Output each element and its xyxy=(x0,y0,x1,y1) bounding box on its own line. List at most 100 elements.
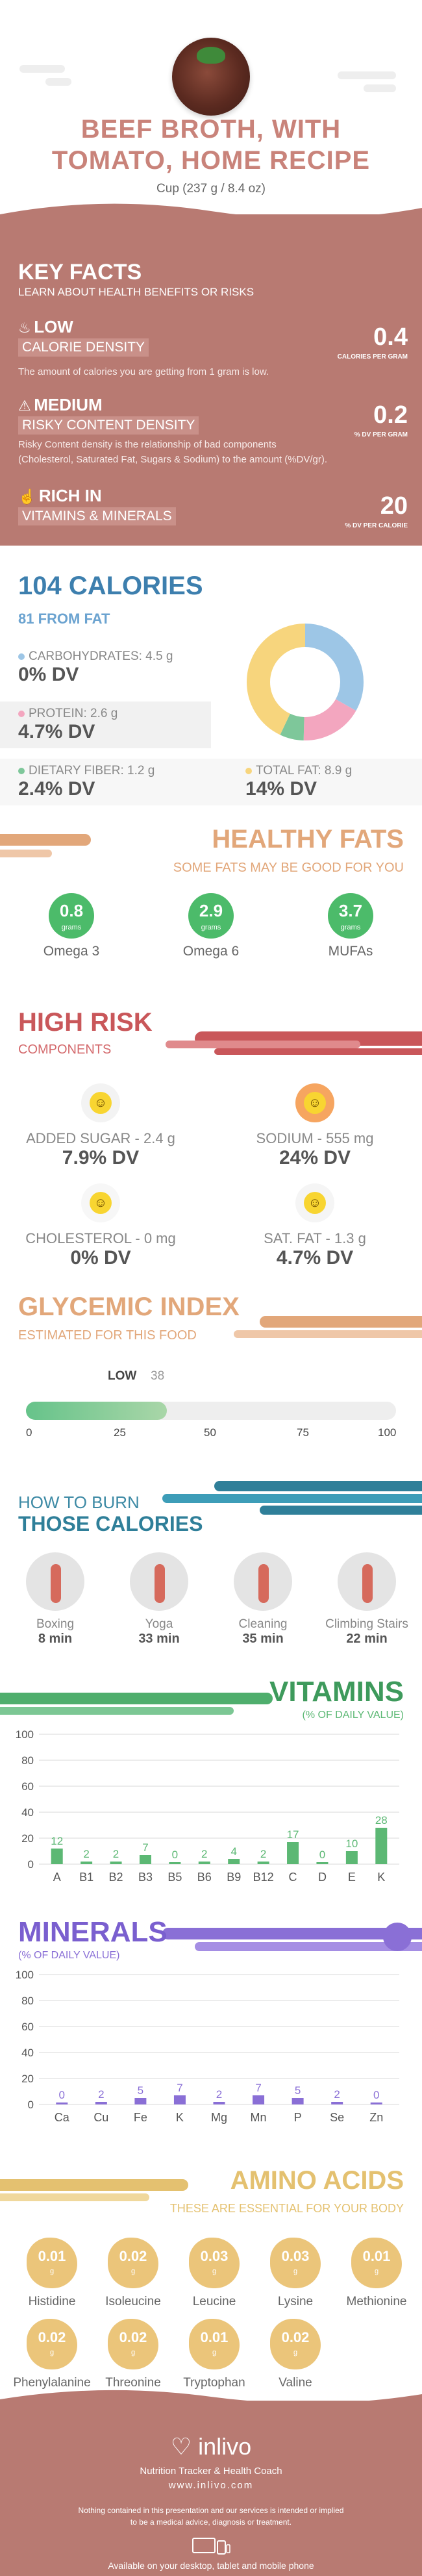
amino-blob: 0.02 g xyxy=(108,2238,158,2288)
vitamins-ytick: 40 xyxy=(21,1806,34,1819)
amino-item: 0.02 g Valine xyxy=(253,2319,338,2390)
minerals-ytick: 100 xyxy=(16,1969,34,1981)
amino-value: 0.02 xyxy=(119,2248,147,2264)
decor-cloud xyxy=(338,71,396,79)
minerals-ytick: 20 xyxy=(21,2073,34,2085)
vitamins-data-label: 2 xyxy=(113,1848,119,1860)
activity-name: Climbing Stairs xyxy=(325,1617,408,1631)
wave-divider xyxy=(0,2390,422,2419)
vitamins-category-label: E xyxy=(348,1871,356,1884)
vitamins-bar xyxy=(228,1859,240,1864)
added-sugar-item: ☺ ADDED SUGAR - 2.4 g 7.9% DV xyxy=(10,1083,192,1169)
donut-fat xyxy=(247,624,364,740)
omega6-value: 2.9 xyxy=(199,901,223,920)
vitamins-chart: 02040608010012A2B12B27B30B52B64B92B1217C… xyxy=(16,1728,399,1884)
decor-cloud xyxy=(19,65,65,73)
footer-url[interactable]: www.inlivo.com xyxy=(168,2480,254,2491)
vitamins-bar xyxy=(257,1862,269,1864)
amino-unit: g xyxy=(49,2267,55,2275)
amino-unit: g xyxy=(130,2267,136,2275)
amino-name: Histidine xyxy=(28,2295,76,2308)
omega3-value: 0.8 xyxy=(59,901,84,920)
amino-blob: 0.01 g xyxy=(189,2319,240,2369)
smile-icon: ☺ xyxy=(295,1183,334,1222)
amino-blob: 0.02 g xyxy=(27,2319,77,2369)
minerals-bar xyxy=(370,2102,382,2104)
vitamins-data-label: 17 xyxy=(287,1828,299,1841)
mufa-name: MUFAs xyxy=(328,944,373,959)
minerals-data-label: 7 xyxy=(177,2082,182,2094)
glycemic-subtitle: ESTIMATED FOR THIS FOOD xyxy=(18,1328,197,1343)
vitamins-category-label: A xyxy=(53,1871,61,1884)
decor-cloud xyxy=(45,78,71,86)
key-facts-subtitle: LEARN ABOUT HEALTH BENEFITS OR RISKS xyxy=(18,286,254,298)
vitamins-data-label: 2 xyxy=(201,1848,207,1860)
heart-icon: ♡ xyxy=(170,2433,192,2460)
decor-stripe xyxy=(162,1494,422,1503)
amino-item: 0.01 g Histidine xyxy=(10,2238,94,2309)
added-sugar-dv: 7.9% DV xyxy=(62,1147,140,1168)
minerals-data-label: 7 xyxy=(255,2082,261,2094)
amino-blob: 0.01 g xyxy=(27,2238,77,2288)
activity-cleaning: Cleaning 35 min xyxy=(217,1552,308,1647)
carbs-item: CARBOHYDRATES: 4.5 g 0% DV xyxy=(18,650,213,686)
vitamins-category-label: K xyxy=(377,1871,385,1884)
risky-density-desc: Risky Content density is the relationshi… xyxy=(18,437,408,467)
fiber-dv: 2.4% DV xyxy=(18,778,95,800)
vitamins-bar xyxy=(375,1828,388,1864)
mufa-unit: grams xyxy=(340,924,361,931)
band xyxy=(0,701,211,748)
activity-minutes: 8 min xyxy=(38,1632,73,1646)
vitamins-category-label: D xyxy=(318,1871,327,1884)
calorie-density-desc: The amount of calories you are getting f… xyxy=(18,366,269,377)
amino-section: AMINO ACIDS THESE ARE ESSENTIAL FOR YOUR… xyxy=(0,2166,422,2400)
sat-fat-label: SAT. FAT - 1.3 g xyxy=(264,1230,366,1246)
boxing-icon xyxy=(26,1552,84,1611)
minerals-data-label: 2 xyxy=(98,2088,104,2101)
calorie-density-value: 0.4 xyxy=(373,323,408,351)
burn-section: HOW TO BURN THOSE CALORIES Boxing 8 min … xyxy=(0,1474,422,1663)
cholesterol-label: CHOLESTEROL - 0 mg xyxy=(25,1230,176,1246)
decor-stripe xyxy=(0,850,52,857)
glycemic-tick: 25 xyxy=(114,1426,126,1439)
activity-minutes: 33 min xyxy=(138,1632,180,1646)
minerals-chart: 0 20 40 60 80 100 0 Ca 2 Cu 5 Fe 7 K 2 Mg 7 Mn 5 P 2 Se 0 Zn xyxy=(16,1969,399,2124)
minerals-bar xyxy=(331,2102,343,2104)
minerals-category-label: P xyxy=(294,2111,302,2124)
key-facts-title: KEY FACTS xyxy=(18,260,142,284)
healthy-fats-subtitle: SOME FATS MAY BE GOOD FOR YOU xyxy=(173,861,404,875)
glycemic-level: LOW xyxy=(108,1369,137,1383)
minerals-bar xyxy=(134,2098,147,2104)
activity-yoga: Yoga 33 min xyxy=(114,1552,205,1647)
amino-name: Phenylalanine xyxy=(13,2376,91,2390)
rich-value: 20 xyxy=(380,492,408,520)
decor-stripe xyxy=(260,1506,422,1515)
omega3-unit: grams xyxy=(61,924,82,931)
decor-stripe xyxy=(0,1693,273,1704)
amino-unit: g xyxy=(130,2349,136,2356)
minerals-bar xyxy=(292,2098,304,2104)
amino-item: 0.02 g Phenylalanine xyxy=(10,2319,94,2390)
amino-value: 0.01 xyxy=(38,2248,66,2264)
amino-value: 0.02 xyxy=(38,2329,66,2345)
glycemic-tick: 100 xyxy=(378,1426,397,1439)
footer: ♡ inlivo Nutrition Tracker & Health Coac… xyxy=(0,2390,422,2576)
decor-stripe xyxy=(162,1928,422,1939)
activity-minutes: 35 min xyxy=(242,1632,284,1646)
minerals-ytick: 80 xyxy=(21,1995,34,2007)
glycemic-section: GLYCEMIC INDEX ESTIMATED FOR THIS FOOD L… xyxy=(0,1293,422,1461)
amino-item: 0.03 g Leucine xyxy=(172,2238,256,2309)
minerals-data-label: 2 xyxy=(216,2088,222,2101)
amino-item: 0.01 g Tryptophan xyxy=(172,2319,256,2390)
title-line-2: TOMATO, HOME RECIPE xyxy=(51,146,371,175)
vitamins-data-label: 12 xyxy=(51,1835,63,1847)
smile-icon: ☺ xyxy=(295,1083,334,1122)
vitamins-section: VITAMINS (% OF DAILY VALUE) 0 20 40 60 80 100… xyxy=(0,1676,422,1910)
thumbs-up-icon: ☝ xyxy=(18,488,36,505)
rich-label: VITAMINS & MINERALS xyxy=(18,507,176,525)
vitamins-bar xyxy=(139,1855,151,1864)
calories-from-fat: 81 FROM FAT xyxy=(18,611,110,627)
vitamins-ytick: 20 xyxy=(21,1832,34,1845)
footer-logo[interactable]: ♡ inlivo xyxy=(0,2433,422,2460)
smile-icon: ☺ xyxy=(81,1083,120,1122)
